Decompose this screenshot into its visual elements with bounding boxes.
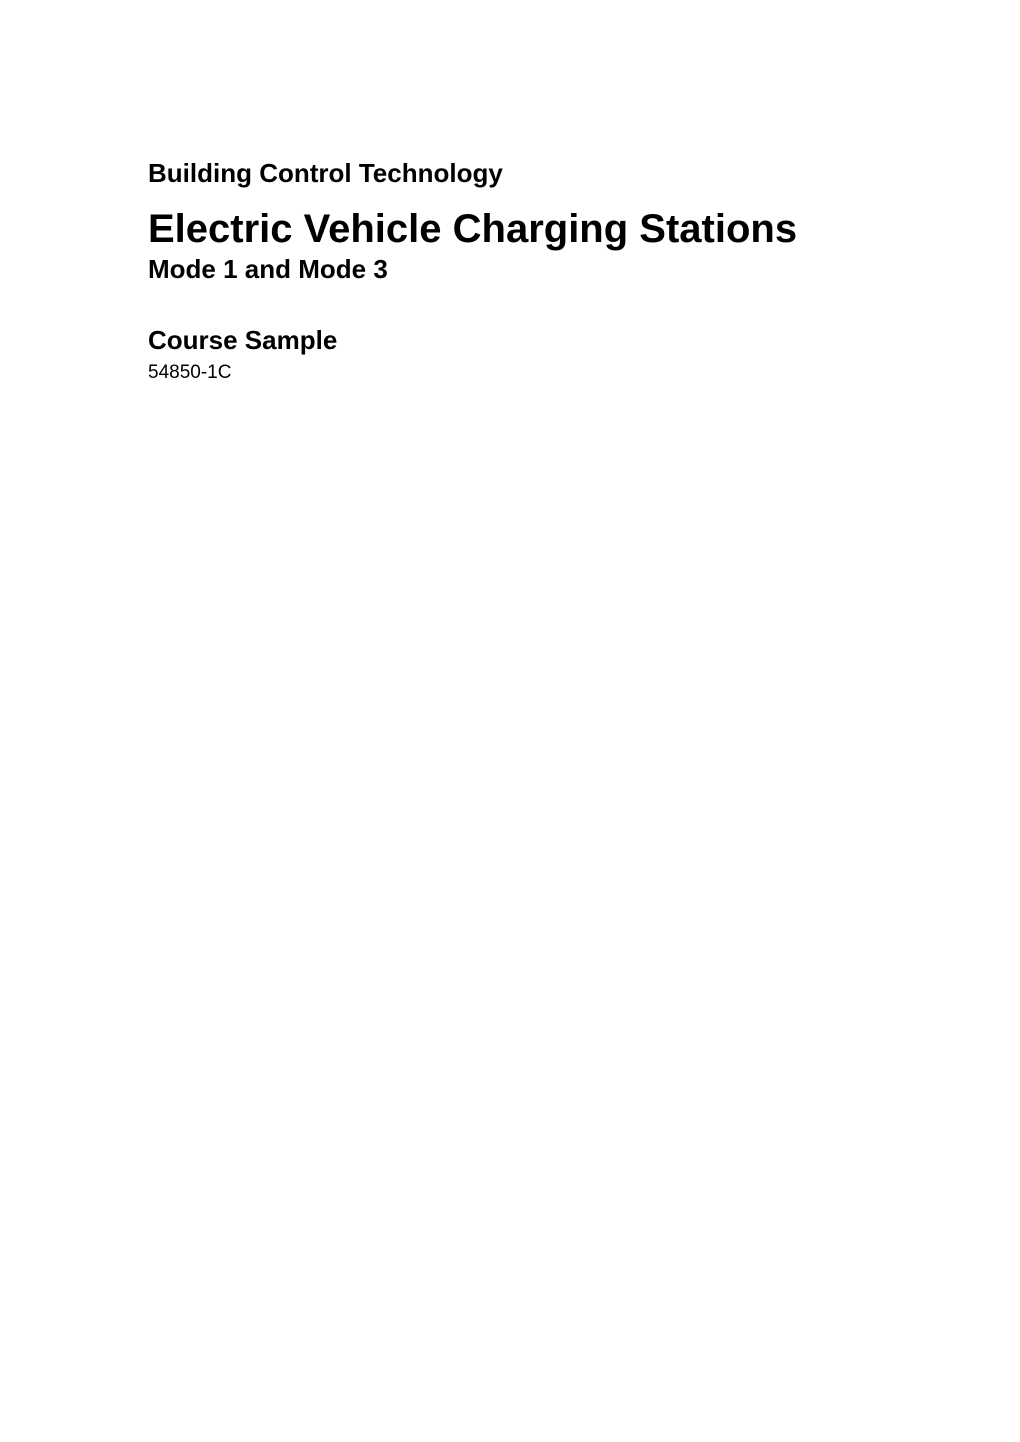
subtitle: Mode 1 and Mode 3 (148, 254, 920, 285)
document-code: 54850-1C (148, 362, 920, 384)
main-title: Electric Vehicle Charging Stations (148, 207, 920, 252)
category-label: Building Control Technology (148, 158, 920, 189)
document-page: Building Control Technology Electric Veh… (0, 0, 1020, 384)
section-heading: Course Sample (148, 325, 920, 356)
